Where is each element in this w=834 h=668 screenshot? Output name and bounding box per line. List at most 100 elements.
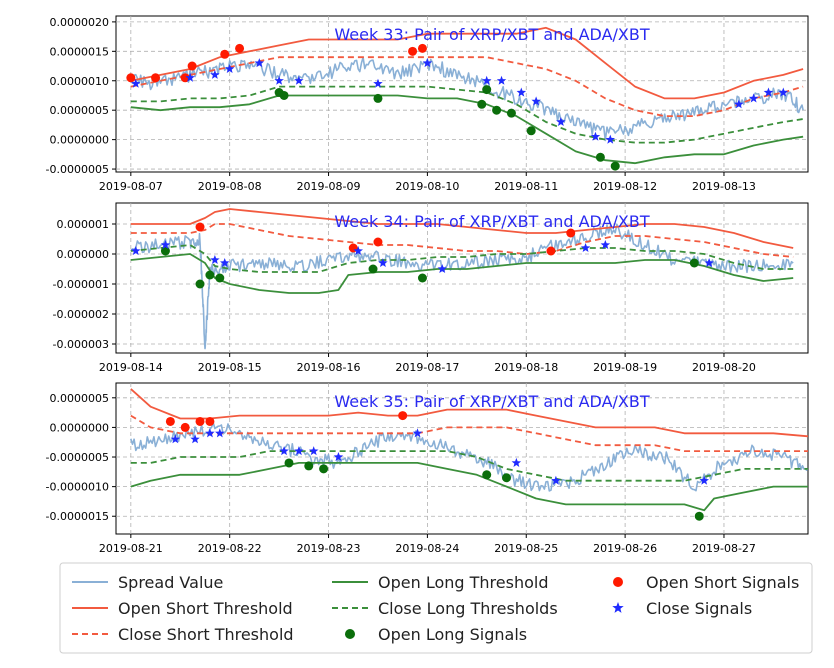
close-signal-marker [373, 78, 383, 88]
series-line-spread-value [130, 223, 794, 350]
open-short-signal-marker [373, 237, 383, 247]
legend-label: Close Long Thresholds [378, 599, 558, 618]
close-signal-marker [412, 428, 423, 438]
close-signal-marker [378, 258, 388, 267]
open-short-signal-marker [187, 61, 197, 71]
x-tick-label: 2019-08-07 [99, 180, 163, 193]
open-long-signal-marker [215, 273, 225, 283]
panel-title: Week 34: Pair of XRP/XBT and ADA/XBT [334, 212, 649, 231]
open-short-signal-marker [151, 73, 161, 83]
x-tick-label: 2019-08-12 [593, 180, 657, 193]
series-line-close-long-thresholds [130, 450, 808, 482]
y-tick-label: -0.0000015 [46, 510, 109, 523]
close-signal-marker [605, 134, 615, 144]
close-signal-marker [437, 264, 447, 273]
open-short-signal-marker [566, 228, 576, 238]
close-signal-marker [734, 99, 744, 109]
close-signal-marker [531, 96, 541, 106]
close-signal-marker [131, 78, 141, 88]
series-line-open-long-threshold [130, 462, 808, 512]
open-long-signal-marker [482, 85, 492, 95]
x-tick-label: 2019-08-24 [395, 542, 459, 555]
plot-area [115, 202, 809, 354]
close-signal-marker [254, 58, 265, 68]
y-tick-label: -0.0000005 [46, 163, 109, 176]
close-signal-marker [170, 434, 181, 444]
panel-title: Week 33: Pair of XRP/XBT and ADA/XBT [334, 25, 649, 44]
open-long-signal-marker [284, 458, 294, 468]
y-tick-label: 0.0000005 [50, 392, 110, 405]
legend-label: Open Long Signals [378, 625, 527, 644]
y-tick-label: 0.0000010 [50, 75, 110, 88]
open-long-signal-marker [482, 470, 492, 480]
series-line-close-short-threshold [130, 414, 808, 452]
open-long-signal-marker [477, 99, 487, 109]
open-long-signal-marker [595, 152, 605, 162]
open-short-signal-marker [205, 416, 215, 426]
open-short-signal-marker [195, 416, 205, 426]
plot-layer [130, 208, 794, 350]
open-long-signal-marker [417, 273, 427, 283]
series-line-close-long-thresholds [130, 244, 794, 273]
close-signal-marker [160, 240, 171, 249]
x-tick-label: 2019-08-09 [297, 180, 361, 193]
close-signal-marker [704, 258, 714, 267]
open-long-signal-marker [373, 93, 383, 103]
x-tick-label: 2019-08-18 [494, 361, 558, 374]
x-tick-label: 2019-08-10 [395, 180, 459, 193]
plot-area [115, 382, 809, 535]
series-line-open-short-threshold [130, 26, 804, 100]
legend-dot-swatch [613, 577, 623, 587]
x-tick-label: 2019-08-25 [494, 542, 558, 555]
series-line-close-long-thresholds [130, 85, 804, 144]
close-signal-marker [274, 75, 284, 85]
series-line-close-short-threshold [130, 56, 804, 117]
open-long-signal-marker [689, 258, 699, 268]
open-short-signal-marker [408, 46, 418, 56]
close-signal-marker [748, 93, 759, 103]
legend: Spread Value Open Short Threshold Close Sh… [59, 562, 813, 654]
plot-layer [130, 388, 808, 521]
close-signal-marker [556, 117, 566, 126]
close-signal-marker [279, 446, 289, 456]
open-long-signal-marker [205, 270, 215, 280]
y-tick-label: 0.000000 [57, 248, 110, 261]
x-tick-label: 2019-08-21 [99, 542, 163, 555]
y-tick-label: -0.000003 [53, 338, 109, 351]
open-long-signal-marker [492, 105, 502, 115]
close-signal-marker [220, 258, 230, 267]
legend-label: Spread Value [118, 573, 223, 592]
close-signal-marker [210, 69, 220, 79]
open-long-signal-marker [160, 246, 170, 256]
x-tick-label: 2019-08-19 [593, 361, 657, 374]
close-signal-marker [422, 58, 433, 68]
legend-frame [59, 562, 813, 654]
open-long-signal-marker [501, 473, 511, 483]
x-tick-label: 2019-08-13 [692, 180, 756, 193]
open-long-signal-marker [506, 108, 516, 118]
open-short-signal-marker [546, 246, 556, 256]
open-long-signal-marker [319, 464, 329, 474]
legend-label: Close Short Threshold [118, 625, 294, 644]
x-tick-label: 2019-08-26 [593, 542, 657, 555]
panel-2: 0.000001 0.000000 -0.000001 -0.000002 -0.000… [53, 202, 809, 374]
open-long-signal-marker [195, 279, 205, 289]
y-tick-label: -0.0000010 [46, 481, 109, 494]
close-signal-marker [131, 246, 141, 255]
panel-title: Week 35: Pair of XRP/XBT and ADA/XBT [334, 392, 649, 411]
close-signal-marker [205, 428, 215, 438]
open-long-signal-marker [304, 461, 314, 471]
close-signal-marker [511, 457, 522, 467]
open-long-signal-marker [368, 264, 378, 274]
panel-3: 0.0000005 0.0000000 -0.0000005 -0.0000010 -0… [46, 382, 809, 555]
y-tick-label: 0.0000000 [50, 134, 110, 147]
y-tick-label: 0.000001 [57, 218, 110, 231]
close-signal-marker [294, 446, 304, 456]
series-line-close-short-threshold [130, 223, 794, 258]
close-signal-marker [224, 64, 235, 73]
y-tick-label: -0.0000005 [46, 451, 109, 464]
y-tick-label: -0.000002 [53, 308, 109, 321]
y-tick-label: 0.0000020 [50, 16, 110, 29]
